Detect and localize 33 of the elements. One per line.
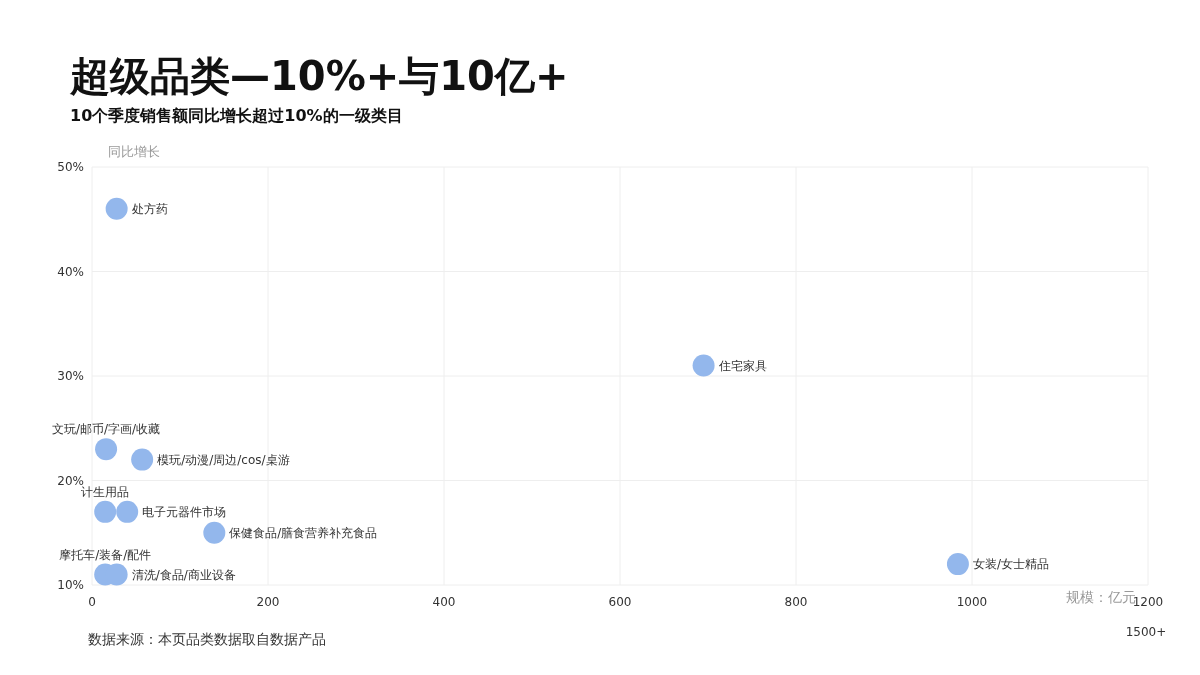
point [131,448,154,471]
y-axis-title: 同比增长 [108,144,160,159]
annotation: 摩托车/装备/配件 [59,547,152,562]
chart-title: 超级品类—10%+与10亿+ [69,53,569,99]
point [946,553,969,576]
x-tick-label: 600 [608,595,632,609]
chart-subtitle: 10个季度销售额同比增长超过10%的一级类目 [70,106,403,125]
x-tick-label: 0 [88,595,96,609]
x-tick-label: 200 [256,595,280,609]
point [95,438,118,461]
y-tick-label: 10% [57,578,84,592]
point [105,197,128,220]
text: 1500+ [1125,625,1167,639]
point [116,500,139,523]
point [94,500,117,523]
y-tick-label: 30% [57,369,84,383]
annotation: 处方药 [131,201,168,216]
annotation: 模玩/动漫/周边/cos/桌游 [157,452,290,467]
annotation: 清洗/食品/商业设备 [131,567,236,582]
x-tick-label: 400 [432,595,456,609]
x-tick-label: 1000 [956,595,988,609]
annotation: 电子元器件市场 [142,504,227,519]
annotation: 计生用品 [81,484,130,499]
annotation: 住宅家具 [717,358,767,373]
annotation: 保健食品/膳食营养补充食品 [229,525,378,540]
annotation: 文玩/邮币/字画/收藏 [52,422,161,437]
x-tick-label: 800 [784,595,808,609]
source-note: 数据来源：本页品类数据取自数据产品 [88,631,326,647]
y-tick-label: 40% [57,264,84,279]
annotation: 女装/女士精品 [972,557,1049,572]
point [692,354,715,377]
point [203,521,226,544]
y-tick-label: 50% [57,160,84,174]
